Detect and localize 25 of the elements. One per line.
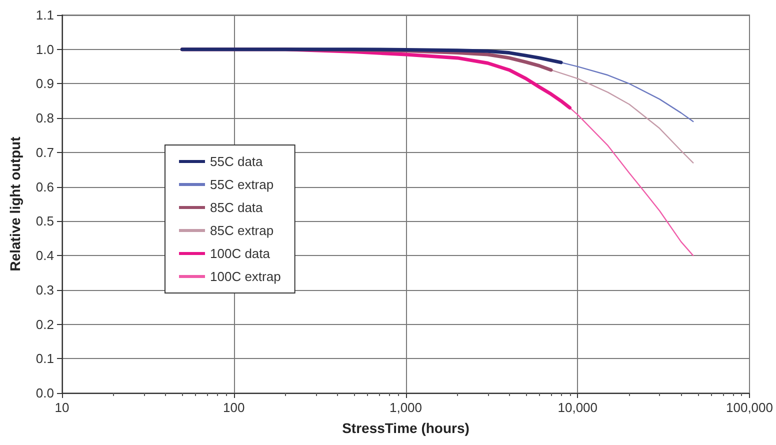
y-tick-label: 0.7 <box>36 144 54 160</box>
legend-label: 55C extrap <box>210 177 274 192</box>
y-tick-label: 0.4 <box>36 248 54 264</box>
x-tick-label: 10,000 <box>558 400 598 415</box>
legend-label: 100C data <box>210 246 271 261</box>
y-tick-label: 0.8 <box>36 110 54 126</box>
y-tick-label: 0.1 <box>36 351 54 366</box>
y-tick-label: 1.0 <box>36 42 54 57</box>
y-tick-label: 0.5 <box>36 214 54 229</box>
legend-label: 55C data <box>210 154 264 169</box>
x-tick-label: 100 <box>223 400 245 415</box>
x-tick-label: 10 <box>54 400 70 415</box>
y-tick-label: 0.9 <box>36 76 54 92</box>
legend-label: 85C data <box>210 200 264 215</box>
legend-label: 100C extrap <box>210 269 281 284</box>
y-tick-label: 0.2 <box>36 316 54 332</box>
y-tick-label: 1.1 <box>36 8 54 22</box>
y-tick-label: 0.3 <box>36 282 54 298</box>
y-tick-label: 0.6 <box>36 179 54 194</box>
y-tick-label: 0.0 <box>36 386 54 400</box>
legend-label: 85C extrap <box>210 223 274 238</box>
x-tick-label: 100,000 <box>726 400 774 415</box>
x-tick-label: 1,000 <box>389 400 422 415</box>
x-axis-title: StressTime (hours) <box>342 420 470 436</box>
y-axis-title: Relative light output <box>7 136 23 272</box>
